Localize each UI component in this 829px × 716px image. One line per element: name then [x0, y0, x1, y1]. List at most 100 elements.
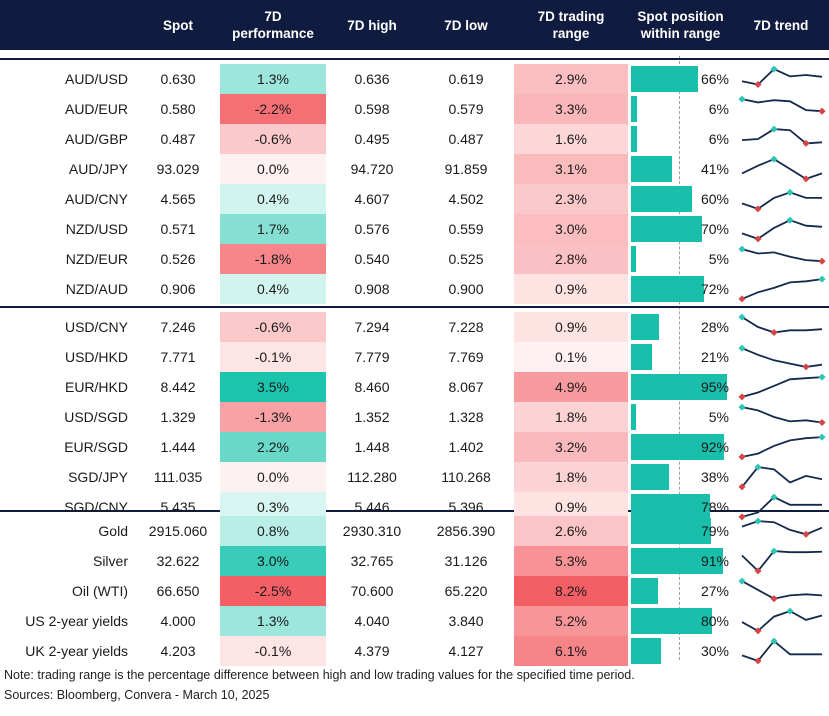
- performance-value: 1.3%: [220, 606, 326, 636]
- table-row: USD/SGD 1.329 -1.3% 1.352 1.328 1.8% 5%: [0, 402, 829, 432]
- spot-value: 32.622: [156, 553, 200, 569]
- trend-sparkline: [741, 65, 823, 89]
- trend-high-marker: [818, 275, 826, 283]
- trend-high-marker: [818, 433, 826, 441]
- high-value: 5.446: [354, 499, 390, 515]
- position-cell: 60%: [628, 184, 733, 214]
- performance-value: 1.3%: [220, 64, 326, 94]
- spot-value: 1.329: [160, 409, 196, 425]
- position-cell: 70%: [628, 214, 733, 244]
- instrument-name: UK 2-year yields: [25, 643, 128, 659]
- position-cell: 95%: [628, 372, 733, 402]
- trading-range-value: 3.2%: [514, 432, 628, 462]
- position-bar: [631, 578, 659, 604]
- position-label: 60%: [700, 191, 729, 207]
- trend-high-marker: [770, 125, 778, 133]
- position-cell: 91%: [628, 546, 733, 576]
- low-value: 5.396: [448, 499, 484, 515]
- trend-low-marker: [754, 80, 762, 89]
- trend-high-marker: [818, 373, 826, 381]
- trend-low-marker: [738, 295, 746, 303]
- low-value: 4.127: [448, 643, 484, 659]
- performance-value: 0.0%: [220, 462, 326, 492]
- low-value: 0.619: [448, 71, 484, 87]
- spot-value: 93.029: [156, 161, 200, 177]
- header-7d-low: 7D low: [444, 17, 488, 33]
- low-value: 0.525: [448, 251, 484, 267]
- high-value: 94.720: [350, 161, 394, 177]
- high-value: 1.448: [354, 439, 390, 455]
- position-cell: 92%: [628, 432, 733, 462]
- trading-range-value: 0.9%: [514, 274, 628, 304]
- spot-value: 111.035: [153, 469, 203, 485]
- group-separator: [0, 510, 829, 512]
- position-cell: 6%: [628, 124, 733, 154]
- high-value: 112.280: [347, 469, 397, 485]
- table-row: SGD/JPY 111.035 0.0% 112.280 110.268 1.8% 38%: [0, 462, 829, 492]
- low-value: 8.067: [448, 379, 484, 395]
- position-cell: 66%: [628, 64, 733, 94]
- header-7d-trading-range: 7D trading range: [537, 9, 605, 41]
- position-bar: [631, 186, 692, 212]
- trend-sparkline: [738, 344, 823, 371]
- trading-range-value: 6.1%: [514, 636, 628, 666]
- position-cell: 5%: [628, 244, 733, 274]
- instrument-name: AUD/JPY: [68, 161, 128, 177]
- trend-low-marker: [802, 530, 810, 538]
- low-value: 1.328: [448, 409, 484, 425]
- spot-value: 0.571: [160, 221, 196, 237]
- high-value: 4.040: [354, 613, 390, 629]
- position-bar: [631, 494, 710, 520]
- footnote: Note: trading range is the percentage di…: [4, 668, 635, 682]
- trading-range-value: 1.8%: [514, 462, 628, 492]
- spot-value: 5.435: [160, 499, 196, 515]
- trend-line: [741, 278, 823, 300]
- position-cell: 80%: [628, 606, 733, 636]
- trend-high-marker: [770, 65, 778, 73]
- trend-sparkline: [738, 403, 826, 427]
- instrument-name: EUR/SGD: [64, 439, 128, 455]
- spot-value: 4.203: [160, 643, 196, 659]
- low-value: 4.502: [448, 191, 484, 207]
- performance-value: 1.7%: [220, 214, 326, 244]
- instrument-name: USD/SGD: [64, 409, 128, 425]
- low-value: 2856.390: [436, 523, 496, 539]
- trend-low-marker: [738, 393, 746, 401]
- trend-low-marker: [802, 175, 810, 183]
- high-value: 0.598: [354, 101, 390, 117]
- position-bar: [631, 216, 702, 242]
- trend-line: [741, 520, 823, 536]
- position-cell: 21%: [628, 342, 733, 372]
- trend-sparkline: [741, 125, 823, 147]
- position-cell: 28%: [628, 312, 733, 342]
- high-value: 0.495: [354, 131, 390, 147]
- instrument-name: US 2-year yields: [25, 613, 128, 629]
- instrument-name: Gold: [98, 523, 128, 539]
- trading-range-value: 5.2%: [514, 606, 628, 636]
- trend-line: [741, 219, 823, 240]
- trend-sparkline: [741, 607, 823, 635]
- low-value: 65.220: [444, 583, 488, 599]
- trading-range-value: 8.2%: [514, 576, 628, 606]
- table-row: NZD/USD 0.571 1.7% 0.576 0.559 3.0% 70%: [0, 214, 829, 244]
- trend-sparkline: [738, 245, 826, 265]
- performance-value: 3.5%: [220, 372, 326, 402]
- position-bar: [631, 246, 637, 272]
- position-bar: [631, 548, 723, 574]
- trend-sparkline: [738, 275, 826, 303]
- spot-value: 8.442: [160, 379, 196, 395]
- trend-high-marker: [738, 344, 746, 352]
- instrument-name: USD/HKD: [64, 349, 128, 365]
- trading-range-value: 3.1%: [514, 154, 628, 184]
- position-bar: [631, 96, 638, 122]
- spot-value: 0.630: [160, 71, 196, 87]
- position-label: 27%: [700, 583, 729, 599]
- low-value: 110.268: [441, 469, 491, 485]
- performance-value: -0.6%: [220, 124, 326, 154]
- performance-value: 2.2%: [220, 432, 326, 462]
- trading-range-value: 3.3%: [514, 94, 628, 124]
- trend-sparkline: [738, 95, 826, 115]
- position-label: 70%: [700, 221, 729, 237]
- table-row: USD/HKD 7.771 -0.1% 7.779 7.769 0.1% 21%: [0, 342, 829, 372]
- performance-value: -1.3%: [220, 402, 326, 432]
